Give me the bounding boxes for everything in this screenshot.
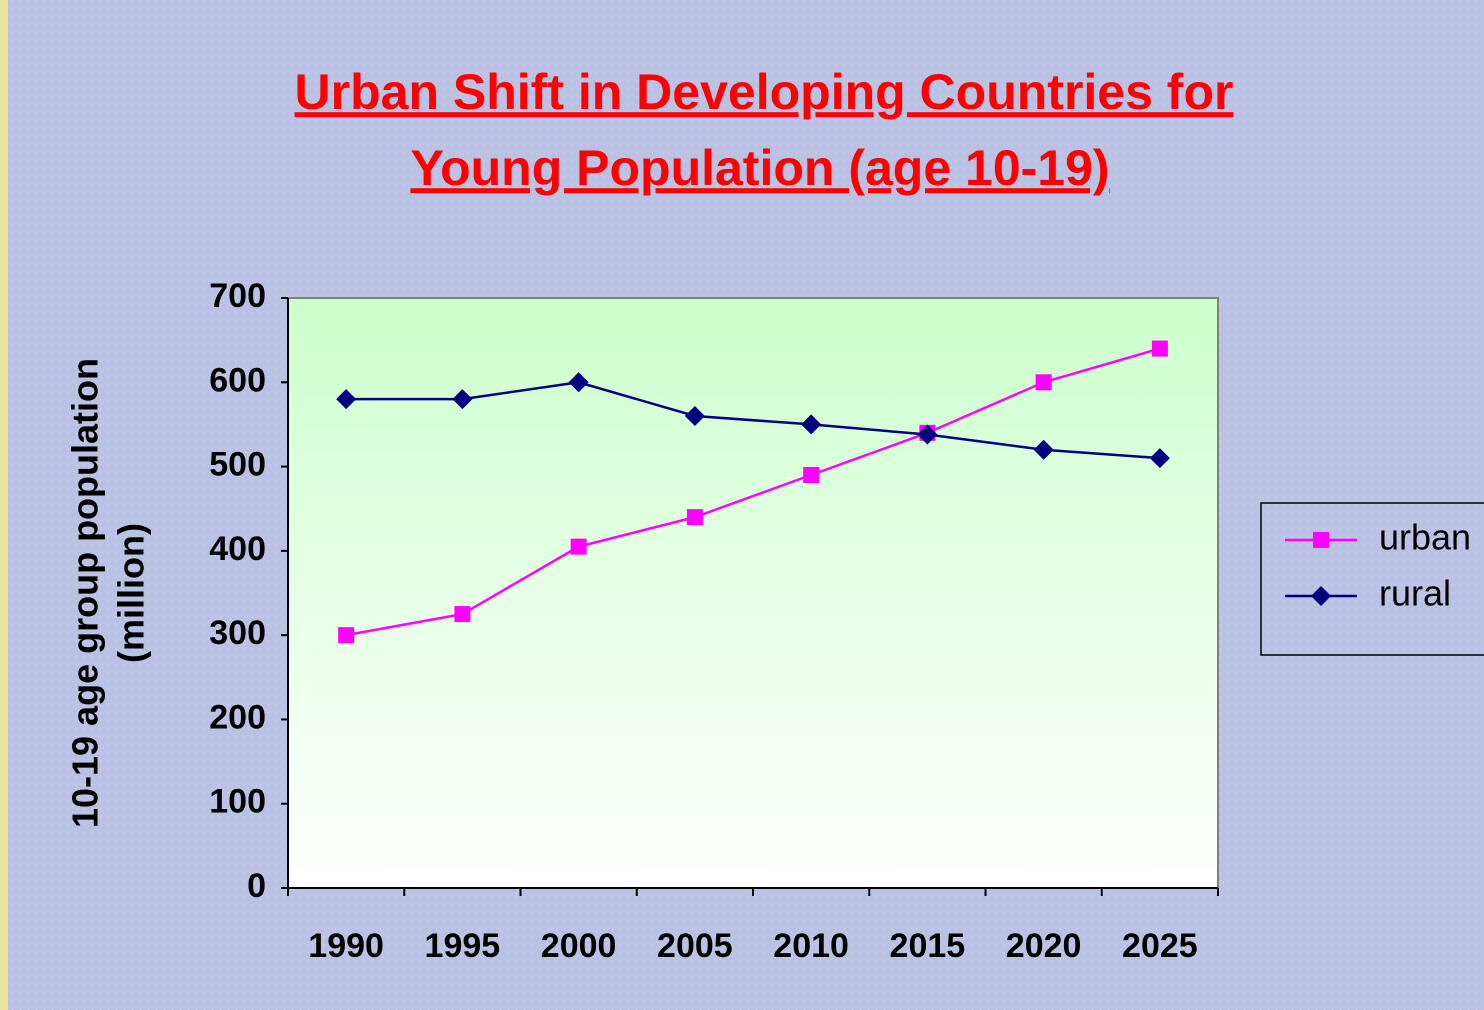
y-tick-label: 100	[209, 783, 266, 821]
y-tick-label: 300	[209, 614, 266, 652]
legend-label: rural	[1379, 573, 1451, 614]
data-point	[1151, 340, 1168, 357]
y-tick-label: 400	[209, 530, 266, 568]
y-tick-label: 600	[209, 361, 266, 399]
x-tick-label: 2010	[773, 927, 849, 965]
data-point	[338, 627, 355, 644]
y-axis-label: (million)	[111, 523, 152, 663]
x-tick-label: 1990	[308, 927, 384, 965]
plot-area	[287, 297, 1219, 889]
legend-label: urban	[1379, 517, 1471, 558]
data-point	[454, 606, 471, 623]
chart-title: Young Population (age 10-19)	[410, 140, 1109, 196]
data-point	[336, 389, 357, 410]
data-point	[1033, 439, 1054, 460]
y-tick-label: 0	[247, 867, 266, 905]
y-tick-label: 700	[209, 277, 266, 315]
x-tick-label: 1995	[425, 927, 501, 965]
x-tick-label: 2025	[1122, 927, 1198, 965]
series-line	[346, 381, 1160, 460]
legend-box	[1260, 502, 1484, 656]
x-tick-label: 2015	[890, 927, 966, 965]
data-point	[570, 538, 587, 555]
x-tick-label: 2000	[541, 927, 617, 965]
legend-marker	[1311, 586, 1331, 606]
data-point	[684, 406, 705, 426]
data-point	[917, 424, 938, 445]
slide-edge	[0, 0, 8, 1010]
legend-marker	[1313, 532, 1329, 548]
data-point	[568, 372, 589, 393]
data-point	[803, 467, 820, 483]
y-axis-label: 10-19 age group population	[65, 358, 106, 828]
y-tick-label: 200	[209, 698, 266, 736]
data-point	[1035, 374, 1052, 391]
x-tick-label: 2005	[657, 927, 733, 965]
series-line	[345, 347, 1161, 637]
y-tick-label: 500	[209, 446, 266, 484]
data-point	[452, 389, 473, 410]
chart-title: Urban Shift in Developing Countries for	[295, 64, 1234, 120]
data-point	[1149, 448, 1170, 469]
data-point	[801, 414, 822, 435]
data-point	[686, 509, 703, 526]
x-tick-label: 2020	[1006, 927, 1082, 965]
